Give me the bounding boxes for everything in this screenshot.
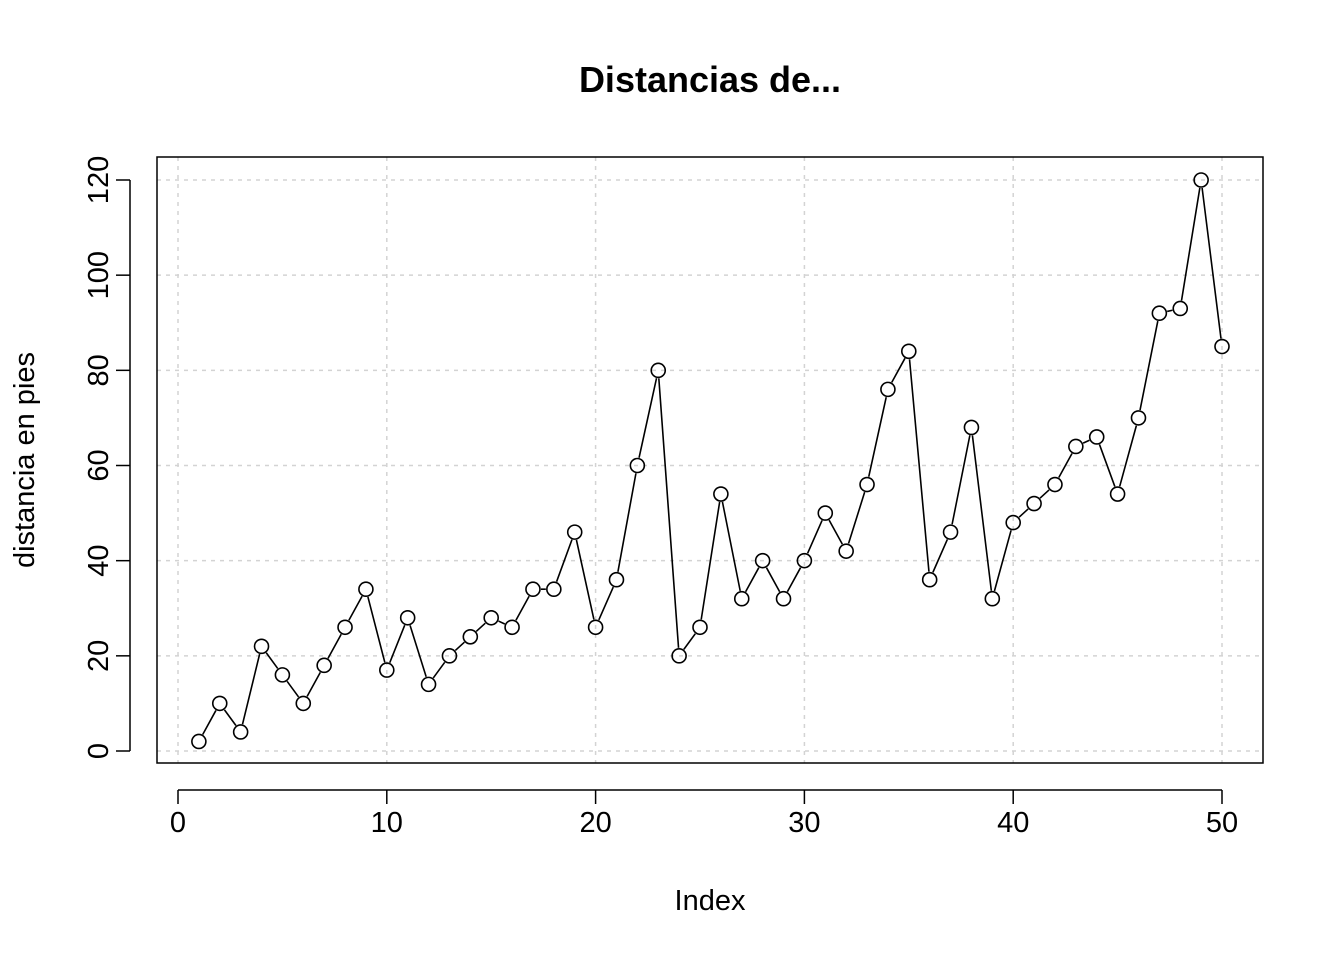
y-tick-label: 100 — [83, 251, 115, 299]
data-point — [441, 648, 458, 664]
y-tick-label: 40 — [83, 545, 115, 577]
data-point — [483, 609, 500, 626]
data-point — [1130, 410, 1147, 426]
data-point — [253, 638, 270, 655]
data-point — [775, 590, 792, 607]
x-tick-label: 30 — [788, 807, 820, 839]
data-point — [838, 543, 854, 559]
x-tick-label: 10 — [371, 807, 403, 839]
data-point — [191, 733, 207, 750]
data-point — [316, 657, 332, 674]
data-point — [378, 662, 395, 678]
series-line — [202, 187, 1222, 735]
y-tick-label: 80 — [83, 354, 115, 386]
y-tick-label: 0 — [83, 743, 115, 759]
data-point — [1214, 338, 1230, 355]
data-point — [733, 590, 750, 607]
data-point — [1026, 495, 1042, 512]
data-point — [754, 552, 771, 569]
data-point — [566, 524, 583, 540]
data-point — [796, 552, 813, 569]
x-tick-label: 0 — [170, 807, 186, 839]
y-tick-label: 120 — [83, 156, 115, 204]
data-point — [1068, 438, 1084, 455]
data-point — [1088, 429, 1105, 445]
data-point — [880, 381, 896, 398]
data-point — [337, 619, 353, 636]
data-point — [358, 581, 374, 598]
data-point — [1151, 305, 1168, 322]
data-point — [1005, 514, 1022, 531]
data-point — [921, 571, 938, 588]
data-point — [1193, 172, 1209, 188]
data-point — [671, 648, 687, 664]
data-point — [817, 505, 834, 521]
x-axis-label: Index — [675, 885, 746, 917]
data-point — [1109, 486, 1126, 502]
data-point — [1172, 300, 1189, 317]
data-point — [504, 619, 520, 636]
data-point — [274, 667, 291, 683]
data-point — [984, 590, 1001, 607]
data-point — [1047, 476, 1063, 493]
data-point — [650, 362, 667, 379]
x-tick-label: 40 — [997, 807, 1029, 839]
plot-frame — [156, 156, 1264, 764]
data-point — [232, 724, 249, 740]
data-point — [462, 628, 479, 645]
data-point — [525, 581, 541, 598]
data-point — [629, 457, 646, 474]
data-point — [420, 676, 437, 693]
data-point — [608, 571, 625, 588]
x-tick-label: 20 — [579, 807, 611, 839]
x-axis: 0 10 20 30 40 50 — [170, 789, 1238, 839]
data-point — [963, 419, 980, 436]
data-point — [587, 619, 604, 636]
y-axis: 0 20 40 60 80 100 120 — [83, 156, 131, 759]
y-tick-label: 20 — [83, 640, 115, 672]
data-point — [942, 524, 959, 540]
data-point — [692, 619, 708, 636]
data-point — [900, 343, 917, 360]
data-point — [211, 695, 228, 712]
data-point — [713, 486, 729, 502]
y-axis-label: distancia en pies — [9, 352, 41, 568]
data-point — [859, 476, 875, 493]
y-tick-label: 60 — [83, 449, 115, 481]
data-point — [399, 609, 416, 626]
x-tick-label: 50 — [1206, 807, 1238, 839]
data-point — [546, 581, 562, 598]
chart-title: Distancias de... — [579, 59, 841, 100]
data-points — [191, 172, 1230, 750]
data-point — [295, 695, 312, 712]
